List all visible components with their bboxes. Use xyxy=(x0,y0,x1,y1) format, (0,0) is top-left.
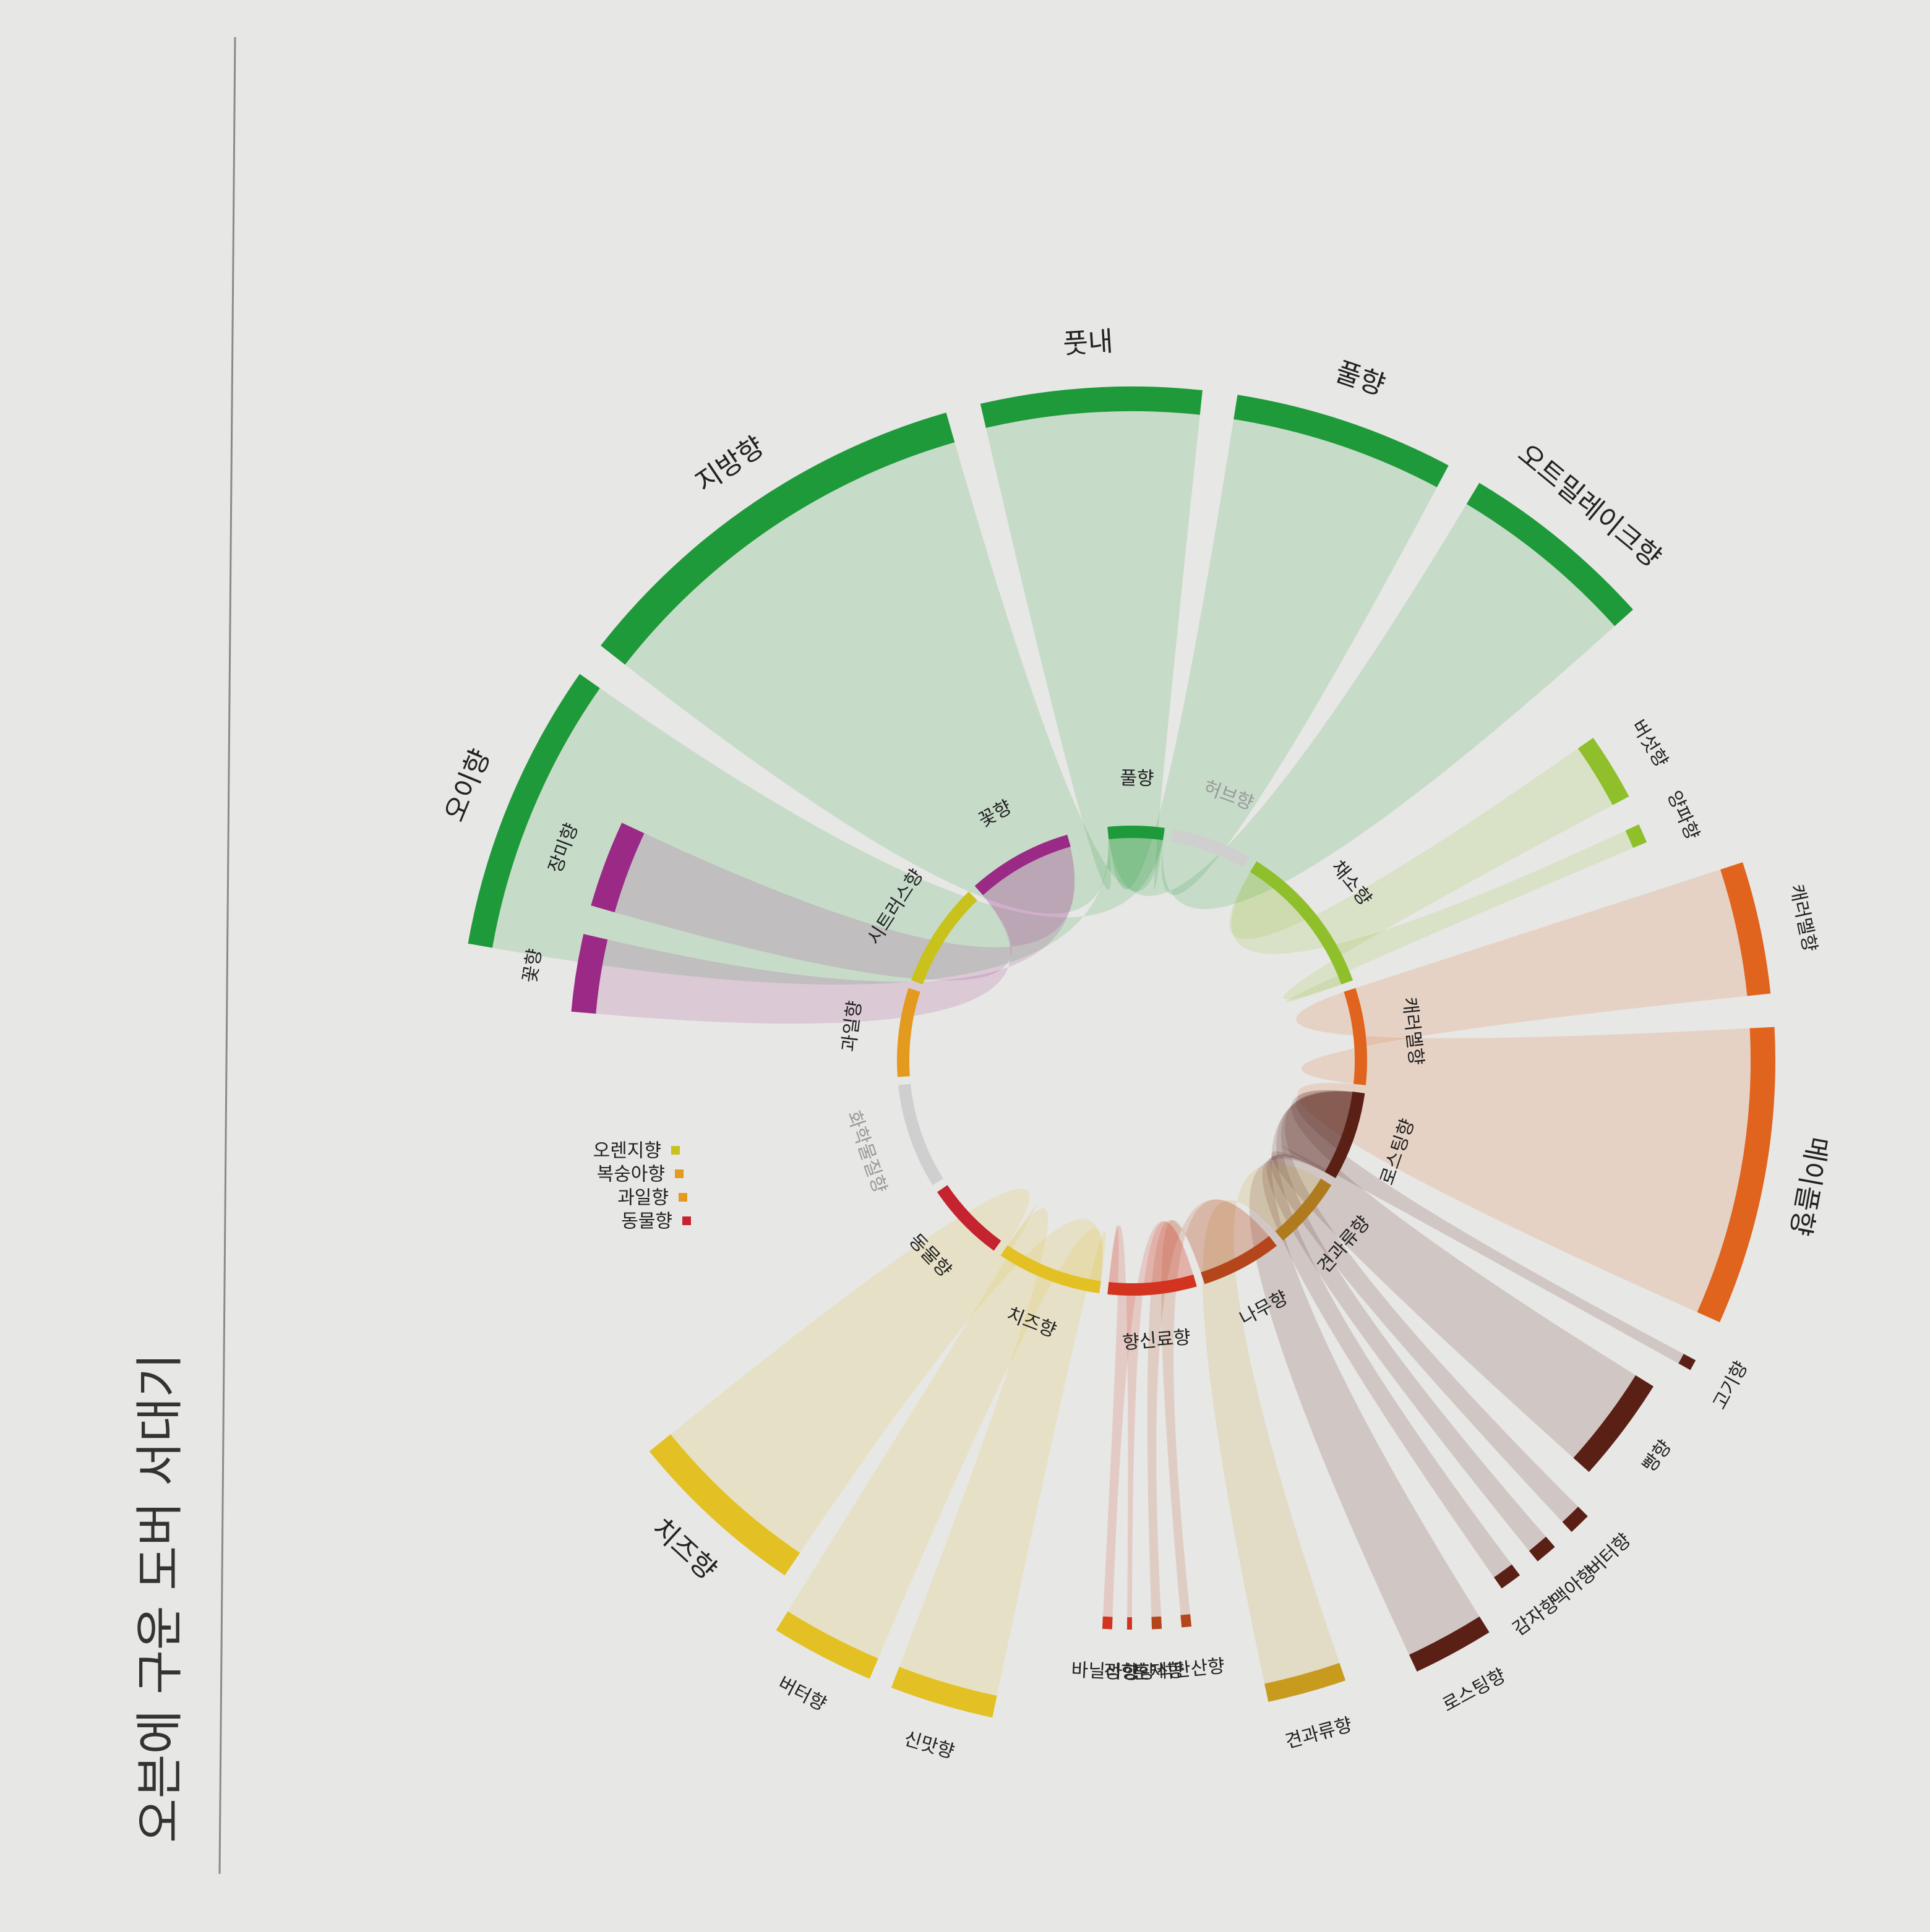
outer-arc-label-2: 풋내 xyxy=(1062,326,1114,361)
outer-arc-21 xyxy=(776,1611,878,1679)
outer-arc-23 xyxy=(571,934,608,1014)
ribbon-20 xyxy=(899,1208,1106,1696)
outer-arc-24 xyxy=(591,823,645,913)
inner-ring-segment-roast xyxy=(1324,1092,1365,1178)
outer-arc-1 xyxy=(601,412,955,665)
outer-arc-3 xyxy=(1233,395,1449,487)
outer-arc-5 xyxy=(1577,738,1629,805)
outer-arc-20 xyxy=(891,1667,997,1718)
ribbon-23 xyxy=(596,834,1074,1024)
inner-ring-segment-fruit xyxy=(897,988,920,1077)
outer-arc-9 xyxy=(1678,1354,1696,1370)
ribbon-21 xyxy=(787,1204,1104,1659)
inner-ring-segment-grass xyxy=(1107,826,1165,840)
outer-arc-6 xyxy=(1625,824,1647,848)
legend-label-2: 과일향 xyxy=(617,1187,669,1209)
legend-swatch-0 xyxy=(671,1146,680,1155)
inner-ring-segment-flower xyxy=(974,834,1071,895)
outer-arc-0 xyxy=(468,673,600,948)
ribbon-18 xyxy=(1107,1221,1197,1617)
ribbon-5 xyxy=(1229,748,1613,1000)
ribbon-11 xyxy=(1270,1091,1579,1522)
legend-label-1: 복숭아향 xyxy=(597,1164,665,1186)
inner-ring-segment-citrus xyxy=(911,891,977,985)
outer-arc-4 xyxy=(1466,482,1634,626)
outer-arc-2 xyxy=(980,387,1203,428)
outer-arc-label-18: 정향향 xyxy=(1104,1661,1155,1683)
ribbon-4 xyxy=(1107,503,1615,909)
outer-arc-13 xyxy=(1494,1564,1520,1589)
inner-ring-segment-herb xyxy=(1170,829,1250,868)
outer-arc-8 xyxy=(1697,1027,1775,1323)
ribbon-12 xyxy=(1266,1091,1546,1551)
outer-arc-label-17: 훈제향 xyxy=(1133,1660,1185,1684)
legend-swatch-2 xyxy=(679,1193,687,1202)
outer-arc-14 xyxy=(1409,1616,1490,1672)
inner-ring-segment-vegetable xyxy=(1250,861,1353,985)
ribbon-14 xyxy=(1249,1091,1480,1655)
margin-rule xyxy=(218,36,236,1874)
inner-ring-segment-chemical xyxy=(898,1084,943,1186)
ribbon-19 xyxy=(1102,1221,1197,1617)
ribbon-9 xyxy=(1280,1090,1684,1364)
ribbon-10 xyxy=(1271,1090,1636,1458)
inner-ring-segment-cheese_inner xyxy=(1000,1245,1101,1294)
outer-arc-10 xyxy=(1573,1375,1653,1473)
legend-swatch-1 xyxy=(675,1169,684,1178)
outer-arc-19 xyxy=(1102,1616,1113,1630)
ribbon-6 xyxy=(1231,831,1634,1002)
ribbon-7 xyxy=(1293,869,1748,1085)
outer-arc-label-23: 꽃향 xyxy=(519,947,546,985)
inner-ring-segment-spice xyxy=(1107,1275,1197,1296)
ribbon-22 xyxy=(670,1189,1102,1553)
outer-arc-16 xyxy=(1180,1614,1192,1628)
ribbon-2 xyxy=(985,411,1200,891)
outer-arc-15 xyxy=(1264,1662,1346,1702)
inner-ring-segment-nut xyxy=(1275,1178,1332,1241)
inner-ring-segment-wood xyxy=(1201,1236,1277,1284)
outer-arc-22 xyxy=(649,1434,800,1576)
outer-arc-11 xyxy=(1562,1507,1588,1532)
inner-ring-segment-caramel_inner xyxy=(1344,988,1367,1085)
ribbon-13 xyxy=(1262,1091,1512,1578)
legend-label-3: 동물향 xyxy=(621,1211,672,1233)
page-title: 오븐에 구운 도버 서대기 xyxy=(132,1353,188,1843)
legend-swatch-3 xyxy=(682,1216,691,1225)
outer-arc-12 xyxy=(1529,1536,1555,1562)
outer-arc-7 xyxy=(1720,862,1771,996)
ribbon-8 xyxy=(1296,988,1751,1312)
ribbon-3 xyxy=(1107,419,1437,895)
outer-arc-18 xyxy=(1126,1617,1132,1630)
inner-ring-label-grass: 풀향 xyxy=(1120,767,1154,790)
outer-arc-17 xyxy=(1151,1616,1162,1630)
ribbon-15 xyxy=(1203,1163,1340,1684)
outer-arc-label-19: 바닐라향 xyxy=(1071,1659,1140,1684)
ribbon-1 xyxy=(625,442,1165,914)
inner-ring-segment-animal xyxy=(937,1185,1001,1251)
legend-label-0: 오렌지향 xyxy=(593,1140,661,1162)
ribbon-24 xyxy=(614,833,1075,981)
ribbon-0 xyxy=(492,688,1165,985)
ribbons-layer xyxy=(492,411,1751,1696)
